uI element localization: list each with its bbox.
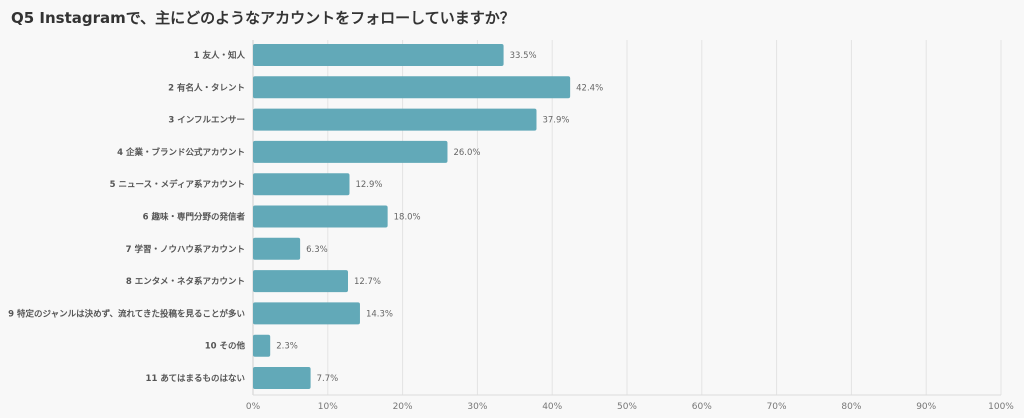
category-label: 10 その他	[205, 341, 246, 352]
data-label: 2.3%	[276, 342, 298, 352]
data-label: 12.9%	[355, 180, 382, 190]
data-label: 26.0%	[453, 148, 480, 158]
x-tick-label: 90%	[916, 402, 936, 412]
bar	[253, 205, 388, 228]
category-label: 11 あてはまるものはない	[146, 374, 245, 384]
category-label: 2 有名人・タレント	[168, 82, 245, 93]
category-label: 3 インフルエンサー	[168, 116, 245, 126]
bar	[253, 302, 360, 325]
x-tick-label: 20%	[393, 402, 413, 412]
bar	[253, 270, 348, 293]
category-label: 4 企業・ブランド公式アカウント	[117, 147, 245, 158]
x-tick-label: 60%	[692, 402, 712, 412]
category-label: 5 ニュース・メディア系アカウント	[110, 179, 245, 190]
data-label: 37.9%	[542, 116, 569, 126]
bar	[253, 108, 537, 131]
x-tick-label: 40%	[542, 402, 562, 412]
bar	[253, 140, 448, 163]
category-label: 1 友人・知人	[194, 50, 246, 61]
category-label: 9 特定のジャンルは決めず、流れてきた投稿を見ることが多い	[8, 308, 245, 319]
data-label: 14.3%	[366, 309, 393, 319]
data-label: 18.0%	[394, 213, 421, 223]
data-label: 33.5%	[510, 51, 537, 61]
bar	[253, 76, 571, 99]
chart-title: Q5 Instagramで、主にどのようなアカウントをフォローしていますか？	[11, 9, 515, 27]
data-label: 12.7%	[354, 277, 381, 287]
x-tick-label: 50%	[617, 402, 637, 412]
bar	[253, 334, 271, 357]
category-label: 7 学習・ノウハウ系アカウント	[126, 244, 245, 255]
category-label: 8 エンタメ・ネタ系アカウント	[126, 276, 245, 287]
bar	[253, 237, 301, 260]
x-tick-label: 10%	[318, 402, 338, 412]
data-label: 7.7%	[317, 374, 339, 384]
data-label: 42.4%	[576, 83, 603, 93]
data-label: 6.3%	[306, 245, 328, 255]
category-label: 6 趣味・専門分野の発信者	[143, 212, 246, 223]
bar	[253, 44, 504, 66]
x-tick-label: 30%	[467, 402, 487, 412]
x-tick-label: 0%	[246, 402, 261, 412]
bar	[253, 173, 350, 196]
bar	[253, 367, 311, 389]
x-tick-label: 100%	[988, 402, 1014, 412]
x-tick-label: 70%	[767, 402, 787, 412]
x-tick-label: 80%	[841, 402, 861, 412]
